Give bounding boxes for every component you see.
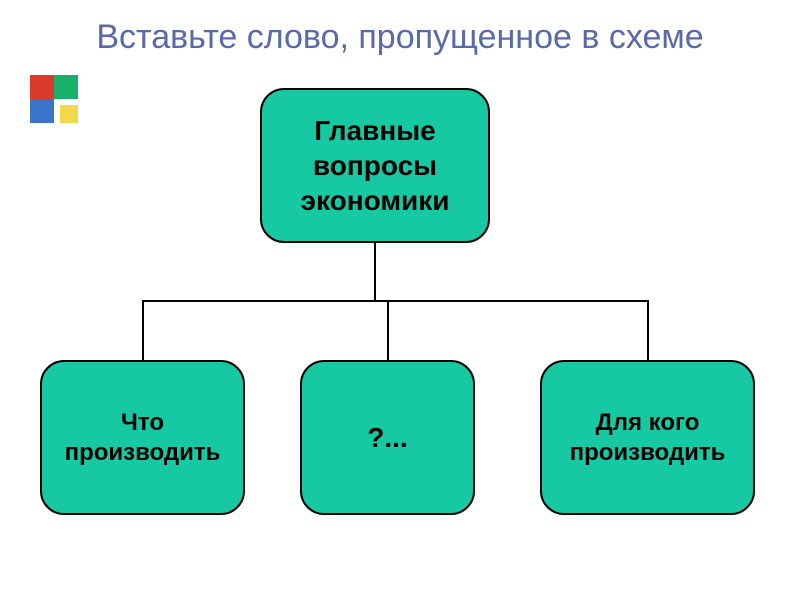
slide-title: Вставьте слово, пропущенное в схеме [0, 18, 800, 57]
diagram-root-node: Главные вопросы экономики [260, 88, 490, 243]
root-label: Главные вопросы экономики [268, 113, 482, 218]
connector-child-2 [647, 300, 649, 360]
slide-title-text: Вставьте слово, пропущенное в схеме [96, 18, 703, 56]
diagram-child-node-1: ?... [300, 360, 475, 515]
connector-child-1 [387, 300, 389, 360]
slide: Вставьте слово, пропущенное в схеме Глав… [0, 0, 800, 600]
connector-crossbar [142, 300, 649, 302]
diagram-child-node-2: Для кого производить [540, 360, 755, 515]
child-1-label: ?... [367, 420, 407, 455]
child-0-label: Что производить [48, 408, 237, 468]
connector-root-stem [374, 243, 376, 300]
child-2-label: Для кого производить [548, 408, 747, 468]
connector-child-0 [142, 300, 144, 360]
diagram-child-node-0: Что производить [40, 360, 245, 515]
bullet-decoration [30, 75, 90, 135]
